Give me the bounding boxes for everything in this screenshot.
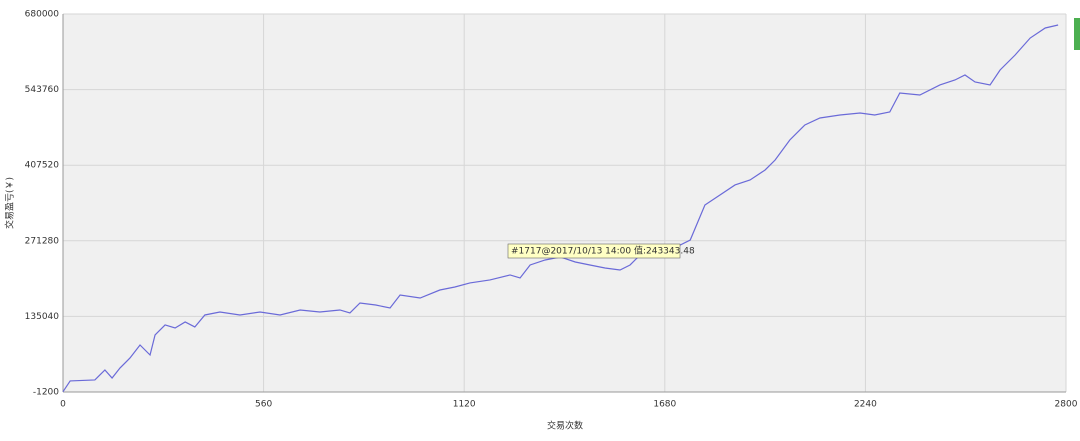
y-tick-label: 407520	[25, 161, 60, 171]
series-line	[62, 24, 1059, 393]
x-tick-label: 560	[255, 400, 272, 410]
y-axis-label: 交易盈亏(￥)	[4, 177, 16, 229]
x-tick-label: 1120	[453, 400, 476, 410]
legend-marker	[1074, 18, 1080, 50]
x-tick-label: 2800	[1055, 400, 1078, 410]
y-tick-label: 135040	[25, 312, 60, 322]
y-tick-label: 271280	[25, 236, 60, 246]
y-tick-label: -1200	[33, 388, 59, 398]
y-tick-label: 543760	[25, 85, 60, 95]
x-tick-label: 2240	[854, 400, 877, 410]
x-tick-label: 0	[60, 400, 66, 410]
x-axis-label: 交易次数	[547, 420, 583, 432]
tooltip-box	[507, 243, 681, 259]
x-tick-label: 1680	[653, 400, 676, 410]
tooltip-text: #1717@2017/10/13 14:00 值:243343.48	[511, 245, 695, 257]
plot-area	[63, 14, 1066, 392]
y-tick-label: 680000	[25, 10, 60, 20]
